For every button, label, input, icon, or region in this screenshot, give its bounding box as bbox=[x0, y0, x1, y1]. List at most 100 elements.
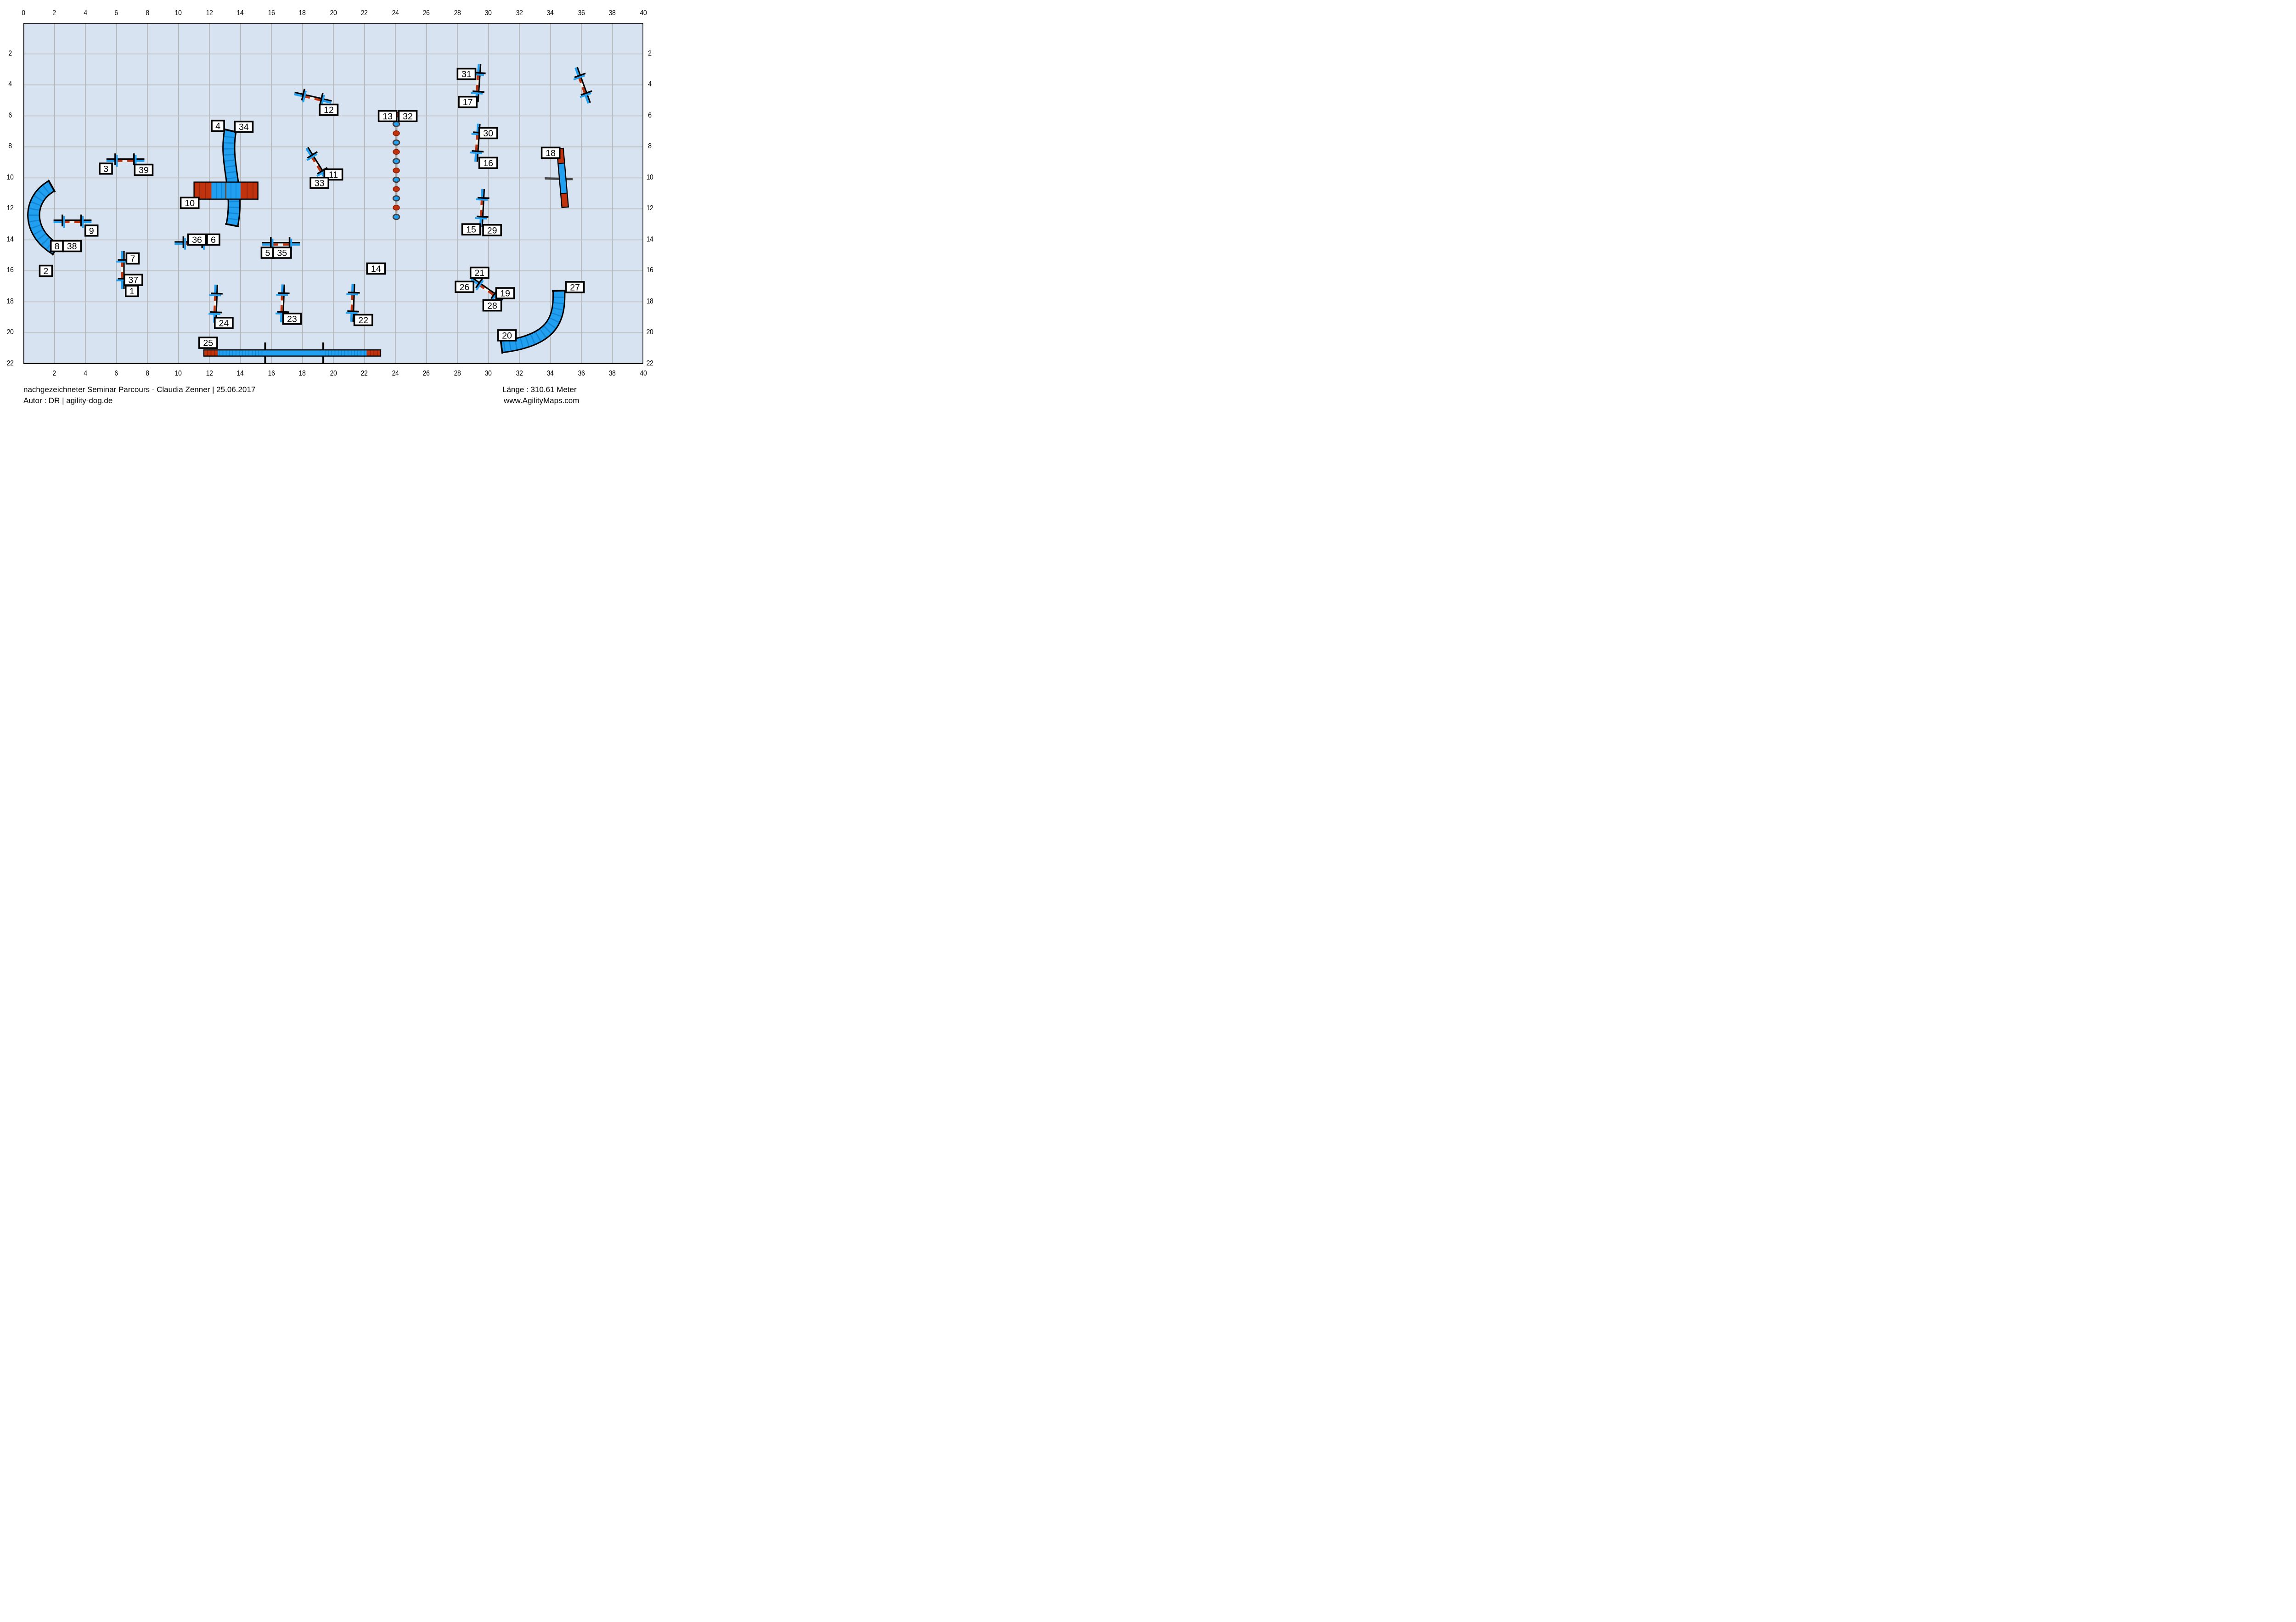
jump-pole-segment bbox=[314, 161, 318, 167]
aframe-contact-left bbox=[194, 182, 211, 199]
number-text: 35 bbox=[277, 248, 287, 258]
jump-pole-segment bbox=[134, 160, 144, 162]
tunnel-opening-edge bbox=[499, 340, 503, 354]
number-box bbox=[482, 224, 502, 236]
obstacle-number-19: 19 bbox=[495, 287, 515, 300]
dogwalk-rung bbox=[245, 350, 246, 356]
obstacle-jump-7-37-1 bbox=[116, 251, 129, 289]
jump-pole-segment bbox=[280, 313, 282, 323]
jump-wing-post-blue bbox=[573, 74, 585, 81]
jump-wing-post bbox=[133, 153, 135, 166]
dogwalk-rung bbox=[261, 350, 262, 356]
jump-pole-segment bbox=[309, 96, 315, 100]
number-text: 5 bbox=[265, 248, 270, 258]
number-text: 33 bbox=[314, 179, 324, 189]
number-box bbox=[495, 287, 515, 300]
dogwalk-rung bbox=[324, 350, 326, 356]
number-text: 11 bbox=[328, 170, 338, 180]
dogwalk-rung bbox=[219, 350, 220, 356]
weave-pole bbox=[392, 195, 400, 202]
axis-tick-bottom-4: 4 bbox=[83, 370, 87, 377]
obstacle-jump-22 bbox=[345, 284, 360, 322]
jump-wing-post-blue bbox=[346, 293, 358, 296]
axis-tick-bottom-26: 26 bbox=[422, 370, 430, 377]
axis-tick-right-20: 20 bbox=[646, 328, 653, 337]
dogwalk-contact-stripe bbox=[214, 350, 215, 356]
number-text: 15 bbox=[466, 225, 476, 235]
jump-pole-segment bbox=[470, 278, 479, 286]
number-box bbox=[319, 104, 338, 116]
jump-wing-post bbox=[476, 215, 489, 218]
jump-pole-segment bbox=[350, 304, 353, 313]
dogwalk-rung bbox=[350, 350, 352, 356]
aframe-apex-line bbox=[225, 182, 226, 199]
axis-tick-bottom-40: 40 bbox=[640, 370, 647, 377]
axis-tick-bottom-24: 24 bbox=[392, 370, 399, 377]
jump-pole-segment bbox=[584, 94, 590, 104]
axis-tick-top-14: 14 bbox=[236, 9, 244, 17]
number-text: 26 bbox=[459, 282, 469, 292]
number-text: 27 bbox=[570, 283, 580, 293]
number-box bbox=[134, 163, 153, 176]
axis-tick-left-12: 12 bbox=[6, 204, 14, 213]
number-box bbox=[478, 127, 498, 140]
jump-wing-post bbox=[347, 310, 359, 313]
dogwalk-rung bbox=[225, 350, 226, 356]
number-box bbox=[497, 329, 517, 342]
obstacle-jump-unnumbered bbox=[573, 67, 592, 104]
obstacle-number-38: 38 bbox=[62, 240, 82, 253]
jump-wing-post-blue bbox=[345, 312, 358, 314]
obstacle-seesaw-18 bbox=[544, 147, 573, 208]
axis-tick-left-16: 16 bbox=[6, 266, 14, 275]
number-box bbox=[482, 299, 502, 312]
number-text: 10 bbox=[185, 198, 195, 208]
dogwalk-rung bbox=[248, 350, 249, 356]
dogwalk-rung bbox=[360, 350, 361, 356]
jump-pole-segment bbox=[121, 267, 123, 272]
axis-tick-top-32: 32 bbox=[516, 9, 523, 17]
jump-pole-segment bbox=[116, 160, 123, 162]
course-length: Länge : 310.61 Meter bbox=[502, 385, 577, 394]
obstacle-number-30: 30 bbox=[478, 127, 498, 140]
obstacle-number-labels: 1234567891011121314151617181920212223242… bbox=[39, 68, 585, 349]
axis-tick-top-12: 12 bbox=[206, 9, 213, 17]
jump-pole-segment bbox=[69, 221, 74, 224]
jump-wing-post-blue bbox=[81, 216, 84, 228]
jump-wing-post bbox=[348, 292, 360, 294]
obstacle-number-31: 31 bbox=[456, 68, 476, 80]
number-box bbox=[206, 233, 220, 246]
number-text: 31 bbox=[461, 69, 472, 79]
axis-tick-top-10: 10 bbox=[174, 9, 182, 17]
number-text: 8 bbox=[54, 241, 59, 252]
jump-wing-post-blue bbox=[134, 155, 136, 167]
jump-pole-segment bbox=[475, 84, 478, 93]
obstacle-number-37: 37 bbox=[123, 274, 143, 286]
jump-wing-post-blue bbox=[306, 153, 317, 162]
obstacle-number-39: 39 bbox=[134, 163, 153, 176]
number-text: 24 bbox=[219, 319, 229, 329]
dogwalk-rung bbox=[242, 350, 243, 356]
obstacle-number-20: 20 bbox=[497, 329, 517, 342]
axis-tick-right-2: 2 bbox=[648, 49, 652, 57]
obstacle-number-29: 29 bbox=[482, 224, 502, 236]
jump-pole-segment bbox=[74, 221, 82, 224]
axis-tick-top-30: 30 bbox=[484, 9, 492, 17]
course-title: nachgezeichneter Seminar Parcours - Clau… bbox=[23, 385, 256, 394]
dogwalk-rung bbox=[334, 350, 335, 356]
number-text: 32 bbox=[403, 112, 413, 122]
number-text: 3 bbox=[103, 164, 108, 174]
number-text: 18 bbox=[546, 148, 556, 158]
jump-pole-segment bbox=[483, 287, 489, 292]
jump-wing-post-blue bbox=[63, 216, 65, 228]
dogwalk-rung bbox=[354, 350, 355, 356]
axis-tick-bottom-6: 6 bbox=[114, 370, 118, 377]
dogwalk-rung bbox=[258, 350, 259, 356]
obstacle-jump-24 bbox=[208, 285, 223, 323]
jump-pole-segment bbox=[350, 300, 353, 305]
dogwalk-contact-stripe bbox=[210, 350, 211, 356]
axis-tick-right-16: 16 bbox=[646, 266, 653, 275]
number-text: 28 bbox=[487, 301, 497, 311]
obstacle-jump-11-33 bbox=[305, 147, 329, 181]
jump-wing-post-blue bbox=[116, 261, 128, 263]
aframe-contact-right bbox=[240, 182, 258, 199]
